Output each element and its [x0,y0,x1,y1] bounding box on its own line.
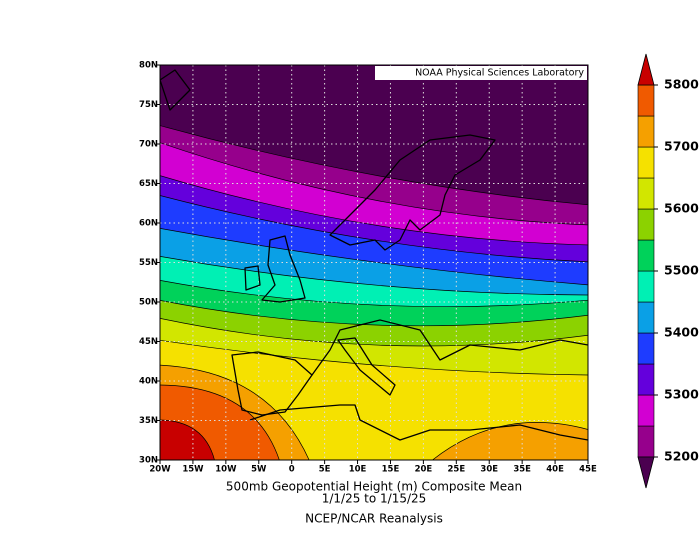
lat-tick-label: 75N [139,100,158,110]
coastline [311,319,588,376]
lon-tick-label: 20E [415,465,433,475]
lat-tick-label: 60N [139,219,158,229]
lon-tick-label: 5W [251,465,267,475]
lon-tick-label: 15W [182,465,204,475]
colorbar-label: 5300 [664,387,699,402]
date-range: 1/1/25 to 1/15/25 [322,492,427,506]
lon-tick-label: 0 [289,465,295,475]
colorbar-arrow [637,53,655,86]
colorbar-band [637,146,655,179]
colorbar-arrow [637,456,655,489]
lat-tick-label: 35N [139,416,158,426]
tick-labels: 20W 15W 10W 5W 0 5E 10E 15E 20E 25E 30E 35E 40E 45E 30… [139,61,597,475]
contour-fill [160,65,588,460]
lon-tick-label: 35E [513,465,531,475]
lat-tick-label: 65N [139,179,158,189]
lon-tick-label: 40E [546,465,564,475]
source: NCEP/NCAR Reanalysis [305,512,443,526]
colorbar-band [637,177,655,210]
lat-tick-label: 50N [139,298,158,308]
lon-tick-label: 20W [149,465,171,475]
lon-tick-label: 45E [579,465,597,475]
lon-tick-label: 10W [215,465,237,475]
lat-tick-label: 45N [139,337,158,347]
colorbar-band [637,394,655,427]
colorbar-band [637,363,655,396]
colorbar-label: 5200 [664,449,699,464]
colorbar-band [637,425,655,458]
colorbar-label: 5400 [664,325,699,340]
lon-tick-label: 5E [319,465,331,475]
coastline [337,337,396,396]
lon-tick-label: 10E [349,465,367,475]
colorbar-band [637,208,655,241]
colorbar-label: 5600 [664,201,699,216]
title: 500mb Geopotential Height (m) Composite … [226,480,522,494]
coastline [261,235,306,303]
credit-box [375,66,587,80]
colorbar-band [637,332,655,365]
lat-tick-label: 40N [139,377,158,387]
coastline [244,265,261,291]
coastline [160,69,191,111]
colorbar-band [637,115,655,148]
lon-tick-label: 15E [382,465,400,475]
colorbar-band [637,239,655,272]
colorbar-label: 5800 [664,77,699,92]
colorbar-band [637,84,655,117]
lat-tick-label: 55N [139,258,158,268]
coastline [231,351,313,416]
lat-tick-label: 70N [139,140,158,150]
colorbar-band [637,301,655,334]
lon-tick-label: 30E [480,465,498,475]
coastline [249,404,588,441]
coastlines [160,69,588,441]
coastline [329,134,496,251]
graticule [160,65,588,460]
lat-tick-label: 80N [139,61,158,71]
lat-tick-label: 30N [139,456,158,466]
lon-tick-label: 25E [447,465,465,475]
colorbar-band [637,270,655,303]
colorbar: 5200 5300 5400 5500 5600 5700 5800 [637,53,699,489]
colorbar-label: 5500 [664,263,699,278]
colorbar-label: 5700 [664,139,699,154]
credit: NOAA Physical Sciences Laboratory [415,68,584,79]
